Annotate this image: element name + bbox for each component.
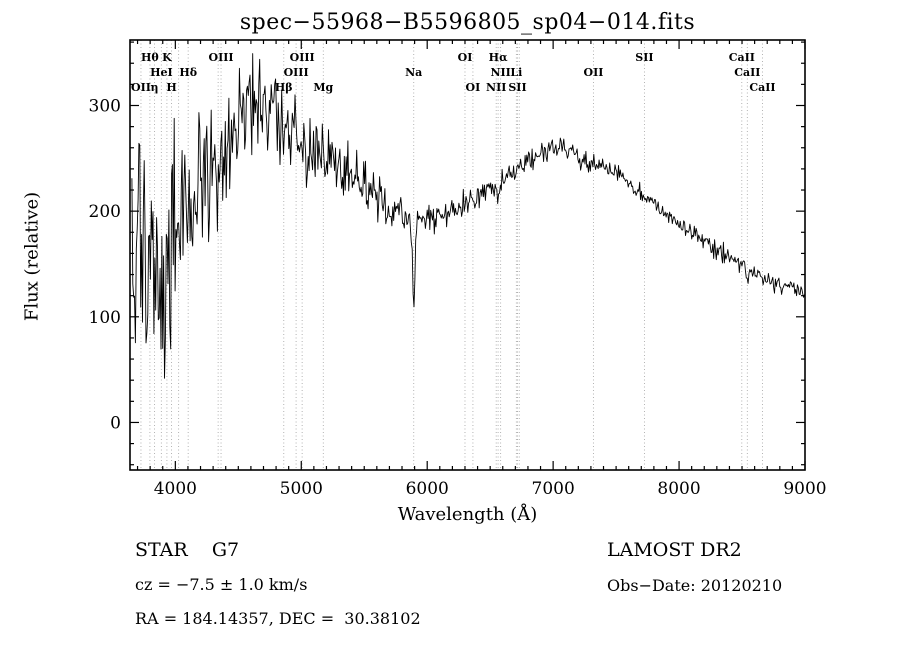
coordinates-text: RA = 184.14357, DEC = 30.38102 xyxy=(135,609,421,628)
line-label: CaII xyxy=(749,81,775,94)
line-label: OIII xyxy=(284,66,309,79)
x-tick-label: 9000 xyxy=(783,479,826,499)
line-label: Mg xyxy=(313,81,333,94)
line-label: Hθ xyxy=(141,51,159,64)
line-label: OIII xyxy=(290,51,315,64)
x-tick-label: 6000 xyxy=(406,479,449,499)
x-tick-label: 7000 xyxy=(532,479,575,499)
spectrum-line xyxy=(131,53,806,379)
y-tick-label: 200 xyxy=(89,202,121,222)
x-tick-label: 4000 xyxy=(154,479,197,499)
line-label: Hα xyxy=(489,51,508,64)
line-label: Li xyxy=(510,66,522,79)
y-tick-label: 100 xyxy=(89,308,121,328)
line-label: NII xyxy=(486,81,506,94)
survey-text: LAMOST DR2 xyxy=(607,539,742,561)
line-label: CaII xyxy=(734,66,760,79)
line-label: HeI xyxy=(150,66,173,79)
line-label: Na xyxy=(405,66,422,79)
line-label: CaII xyxy=(729,51,755,64)
line-label: SII xyxy=(508,81,526,94)
line-label: OI xyxy=(466,81,481,94)
line-label: Hδ xyxy=(179,66,197,79)
plot-title: spec−55968−B5596805_sp04−014.fits xyxy=(239,10,696,35)
line-label: OII xyxy=(583,66,603,79)
line-label: OII xyxy=(131,81,151,94)
line-label: H xyxy=(166,81,176,94)
line-label: OIII xyxy=(209,51,234,64)
obs-date-text: Obs−Date: 20120210 xyxy=(607,576,783,595)
object-class-text: STAR G7 xyxy=(135,539,240,561)
y-axis-label: Flux (relative) xyxy=(21,191,43,322)
axis-box xyxy=(129,39,806,471)
x-tick-label: 5000 xyxy=(280,479,323,499)
y-tick-label: 300 xyxy=(89,97,121,117)
line-label: K xyxy=(162,51,172,64)
line-label: η xyxy=(151,81,159,94)
x-tick-label: 8000 xyxy=(657,479,700,499)
line-label: Hβ xyxy=(275,81,293,94)
cz-text: cz = −7.5 ± 1.0 km/s xyxy=(135,575,308,594)
line-label: SII xyxy=(635,51,653,64)
y-tick-label: 0 xyxy=(110,413,121,433)
line-label: OI xyxy=(458,51,473,64)
line-label: NII xyxy=(490,66,510,79)
x-axis-label: Wavelength (Å) xyxy=(397,504,538,525)
